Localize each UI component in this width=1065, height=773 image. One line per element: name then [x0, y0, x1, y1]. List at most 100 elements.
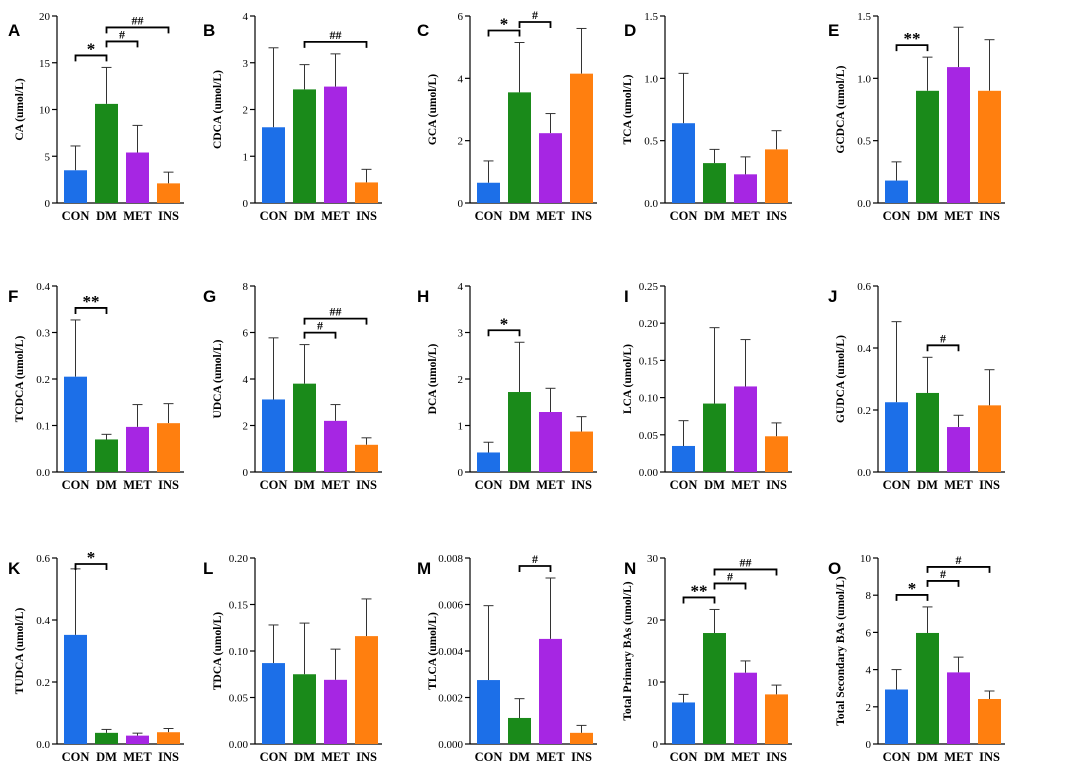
panel-letter: N	[624, 559, 636, 578]
significance-label: *	[500, 314, 509, 333]
y-tick-label: 0	[458, 198, 464, 210]
x-tick-label: MET	[536, 478, 565, 492]
bar-con	[672, 445, 695, 472]
y-tick-label: 0.000	[438, 739, 463, 751]
y-tick-label: 0.00	[229, 739, 249, 751]
y-axis-label: Total Secondary BAs (umol/L)	[835, 576, 847, 726]
x-tick-label: CON	[260, 209, 288, 223]
bar-con	[262, 399, 285, 472]
panel-letter: C	[417, 21, 429, 40]
significance-bracket	[895, 594, 929, 601]
x-tick-label: DM	[917, 478, 938, 492]
x-tick-label: CON	[883, 750, 911, 764]
y-tick-label: 4	[866, 665, 872, 677]
significance-label: #	[317, 319, 323, 333]
bar-con	[885, 402, 908, 472]
significance-label: **	[904, 29, 921, 48]
bar-met	[324, 420, 347, 472]
y-tick-label: 0.20	[229, 553, 249, 565]
bar-con	[64, 170, 87, 203]
bar-met	[126, 735, 149, 744]
bar-met	[539, 412, 562, 472]
x-tick-label: DM	[509, 750, 530, 764]
panel-d: D 0.0 0.5 1.0 1.5 TCA (umol/L) CON DM MET INS	[622, 11, 792, 223]
y-tick-label: 2	[458, 136, 464, 148]
y-tick-label: 1.5	[857, 11, 871, 23]
bar-ins	[570, 732, 593, 744]
y-tick-label: 20	[647, 615, 659, 627]
y-tick-label: 0.0	[36, 739, 50, 751]
panel-letter: E	[828, 21, 839, 40]
y-tick-label: 1	[243, 151, 249, 163]
y-tick-label: 0.0	[857, 198, 871, 210]
bar-dm	[95, 103, 118, 203]
bar-met	[324, 86, 347, 203]
y-tick-label: 0.10	[229, 646, 249, 658]
bar-ins	[157, 183, 180, 203]
y-tick-label: 3	[243, 58, 249, 70]
y-tick-label: 0.002	[438, 693, 463, 705]
x-tick-label: INS	[356, 750, 377, 764]
bar-con	[477, 452, 500, 472]
y-axis-label: TDCA (umol/L)	[212, 612, 224, 690]
bar-ins	[157, 423, 180, 472]
y-tick-label: 3	[458, 328, 464, 340]
x-tick-label: DM	[294, 478, 315, 492]
bar-dm	[916, 90, 939, 203]
x-tick-label: MET	[536, 750, 565, 764]
significance-bracket	[303, 317, 368, 325]
y-tick-label: 2	[243, 105, 249, 117]
panel-h: H 0 1 2 3 4 DCA (umol/L) CON DM MET INS *	[417, 281, 597, 492]
bar-met	[947, 672, 970, 744]
panel-letter: K	[8, 559, 21, 578]
x-tick-label: DM	[509, 209, 530, 223]
bar-ins	[978, 405, 1001, 472]
y-tick-label: 0.6	[857, 281, 871, 293]
x-tick-label: MET	[123, 750, 152, 764]
significance-label: #	[727, 569, 733, 583]
significance-label: ##	[132, 13, 144, 27]
panel-letter: F	[8, 287, 18, 306]
bar-con	[64, 376, 87, 472]
significance-label: *	[87, 548, 96, 567]
bar-dm	[703, 403, 726, 472]
panel-f: F 0.0 0.1 0.2 0.3 0.4 TCDCA (umol/L) CON DM MET IN…	[8, 281, 184, 492]
significance-label: **	[691, 581, 708, 600]
bar-ins	[978, 90, 1001, 203]
x-tick-label: INS	[766, 209, 787, 223]
bar-dm	[508, 92, 531, 203]
y-tick-label: 0.25	[639, 281, 659, 293]
y-tick-label: 0	[243, 198, 249, 210]
panel-o: O 0 2 4 6 8 10 Total Secondary BAs (umol/L) CON D…	[828, 553, 1005, 764]
x-tick-label: MET	[536, 209, 565, 223]
y-axis-label: LCA (umol/L)	[622, 344, 634, 414]
bar-dm	[293, 674, 316, 744]
x-tick-label: INS	[979, 478, 1000, 492]
x-tick-label: MET	[731, 478, 760, 492]
significance-bracket	[487, 29, 521, 37]
x-tick-label: INS	[571, 478, 592, 492]
y-tick-label: 4	[458, 73, 464, 85]
y-tick-label: 0.4	[36, 281, 50, 293]
x-tick-label: DM	[294, 750, 315, 764]
x-tick-label: MET	[944, 478, 973, 492]
y-tick-label: 0.1	[36, 421, 50, 433]
bar-con	[477, 182, 500, 203]
y-tick-label: 6	[866, 627, 872, 639]
bar-met	[539, 133, 562, 203]
x-tick-label: INS	[571, 750, 592, 764]
x-tick-label: MET	[731, 750, 760, 764]
y-tick-label: 0	[45, 198, 51, 210]
significance-label: ##	[330, 305, 342, 319]
x-tick-label: DM	[917, 750, 938, 764]
bar-dm	[508, 717, 531, 744]
x-tick-label: CON	[475, 478, 503, 492]
x-tick-label: DM	[704, 478, 725, 492]
y-axis-label: GCA (umol/L)	[427, 74, 439, 145]
significance-bracket	[926, 566, 991, 573]
y-tick-label: 4	[243, 374, 249, 386]
bar-con	[262, 127, 285, 203]
bar-ins	[765, 149, 788, 203]
panel-letter: J	[828, 287, 837, 306]
